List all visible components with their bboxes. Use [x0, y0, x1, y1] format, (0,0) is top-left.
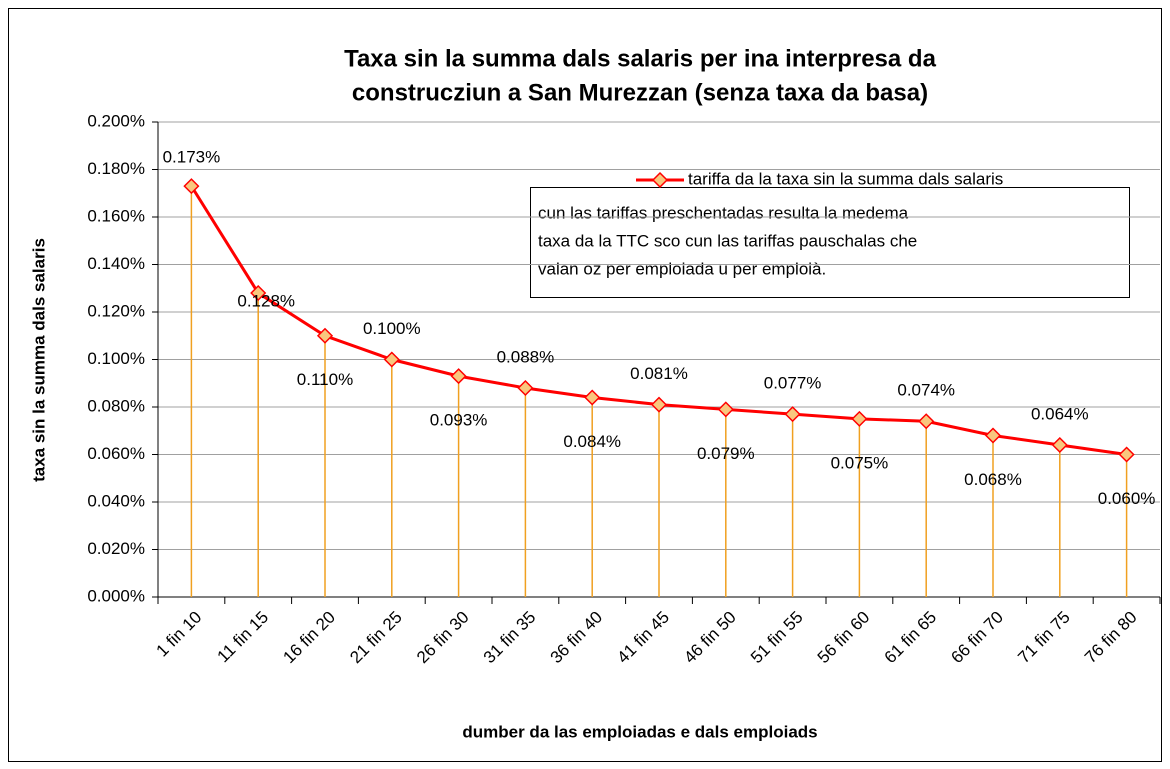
data-label: 0.060%	[1098, 489, 1156, 508]
y-tick-label: 0.180%	[87, 159, 145, 178]
data-label: 0.079%	[697, 444, 755, 463]
annotation: cun las tariffas preschentadas resulta l…	[538, 203, 909, 222]
x-axis-label: dumber da las emploiadas e dals emploiad…	[462, 722, 817, 741]
data-label: 0.173%	[163, 148, 221, 167]
annotation: taxa da la TTC sco cun las tariffas paus…	[538, 231, 917, 250]
y-tick-label: 0.040%	[87, 491, 145, 510]
marker	[584, 389, 601, 406]
legend-label: tariffa da la taxa sin la summa dals sal…	[688, 169, 1003, 188]
y-tick-label: 0.140%	[87, 254, 145, 273]
marker	[450, 368, 467, 385]
y-tick-label: 0.200%	[87, 111, 145, 130]
data-label: 0.100%	[363, 319, 421, 338]
y-tick-label: 0.160%	[87, 206, 145, 225]
marker	[918, 413, 935, 430]
data-label: 0.084%	[563, 432, 621, 451]
y-tick-label: 0.080%	[87, 396, 145, 415]
marker	[717, 401, 734, 418]
marker	[1051, 436, 1068, 454]
data-label: 0.075%	[831, 453, 889, 472]
marker	[316, 327, 334, 344]
legend-marker	[651, 171, 669, 189]
marker	[984, 427, 1002, 444]
annotation: valan oz per emploiada u per emploià.	[538, 259, 826, 278]
marker	[250, 284, 267, 302]
y-tick-label: 0.120%	[87, 301, 145, 320]
chart-title: Taxa sin la summa dals salaris per ina i…	[344, 45, 936, 72]
y-tick-label: 0.020%	[87, 539, 145, 558]
data-label: 0.064%	[1031, 404, 1089, 423]
data-label: 0.110%	[297, 370, 353, 389]
chart-title: construcziun a San Murezzan (senza taxa …	[352, 79, 928, 106]
y-axis-label: taxa sin la summa dals salaris	[29, 238, 48, 482]
data-label: 0.128%	[237, 291, 295, 310]
marker	[650, 396, 668, 413]
data-label: 0.081%	[630, 364, 688, 383]
marker	[851, 410, 868, 427]
marker	[1118, 446, 1135, 463]
data-label: 0.077%	[764, 374, 822, 393]
data-label: 0.093%	[430, 411, 488, 430]
annotation-box	[530, 187, 1130, 298]
marker	[517, 379, 534, 397]
data-label: 0.068%	[964, 470, 1022, 489]
data-label: 0.088%	[497, 347, 555, 366]
marker	[383, 351, 400, 368]
marker	[784, 406, 801, 423]
y-tick-label: 0.100%	[87, 349, 145, 368]
data-label: 0.074%	[897, 381, 955, 400]
marker	[183, 178, 200, 195]
y-tick-label: 0.060%	[87, 444, 145, 463]
y-tick-label: 0.000%	[87, 586, 145, 605]
chart-frame	[8, 8, 1162, 762]
